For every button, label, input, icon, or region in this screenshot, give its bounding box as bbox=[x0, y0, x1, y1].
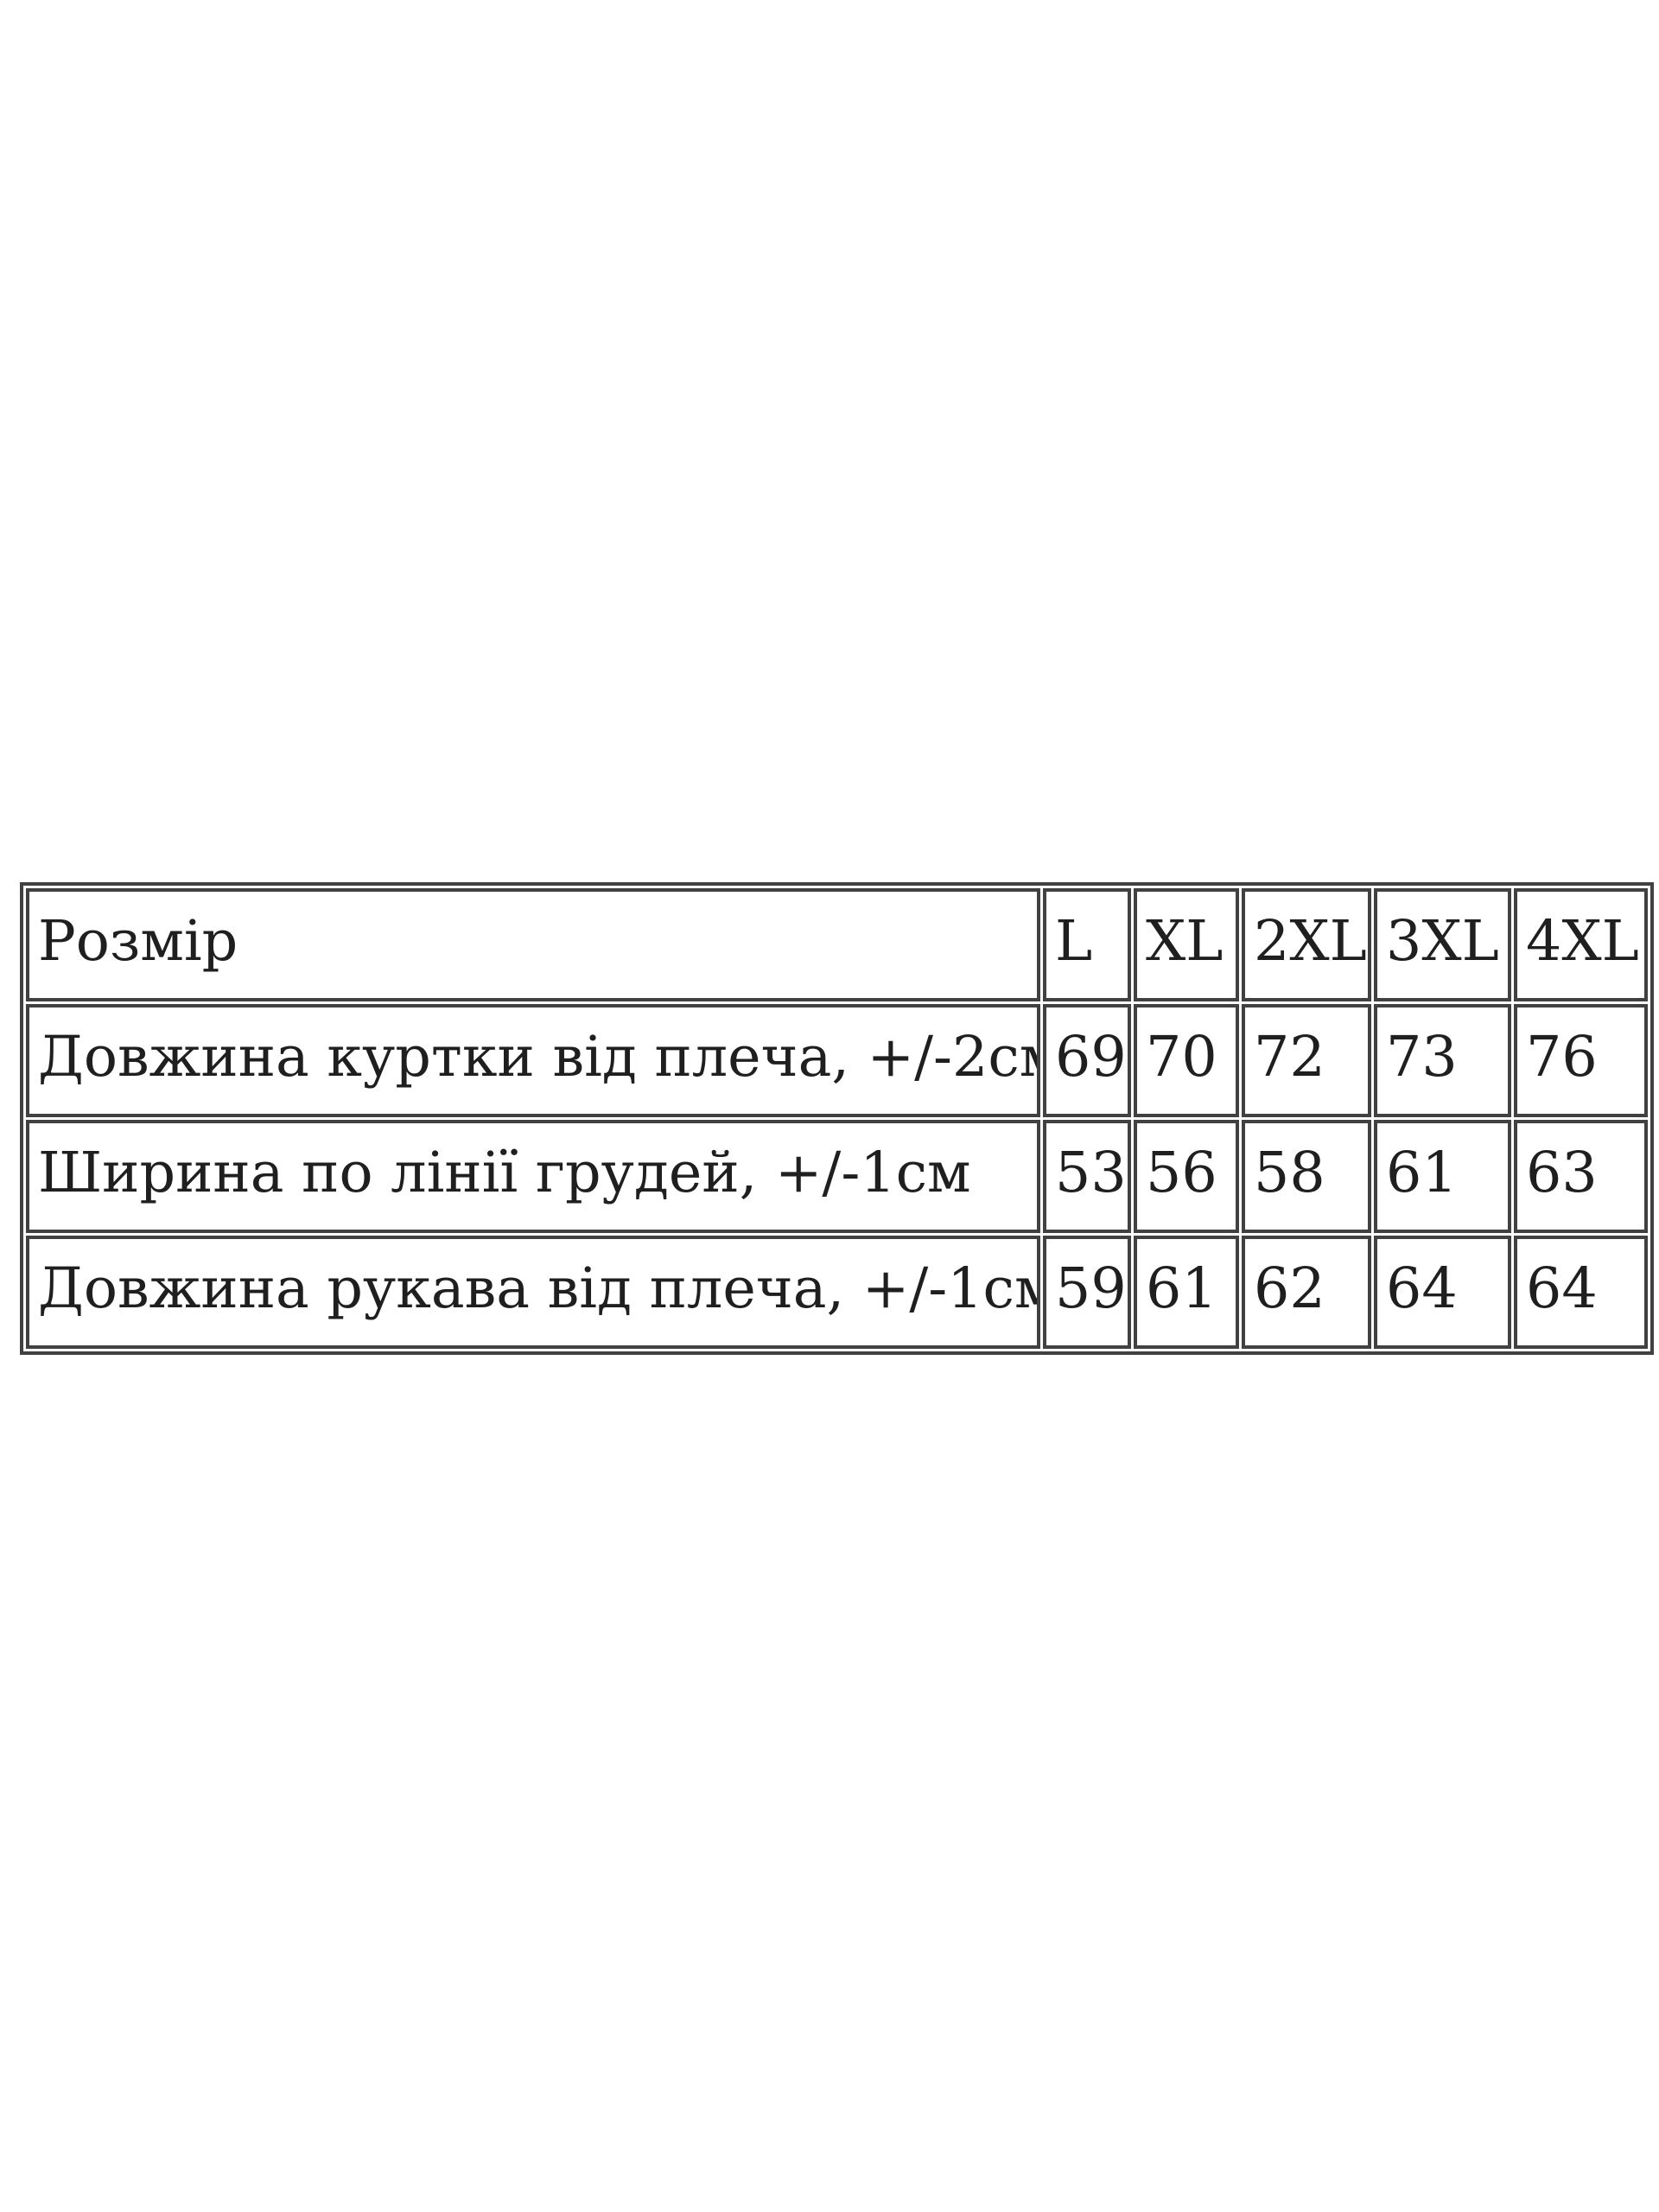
value-cell: 72 bbox=[1242, 1004, 1371, 1117]
value-cell: 53 bbox=[1043, 1120, 1131, 1233]
value-cell: 62 bbox=[1242, 1236, 1371, 1349]
header-size-3xl: 3XL bbox=[1374, 888, 1511, 1001]
row-label: Ширина по лінії грудей, +/-1см bbox=[26, 1120, 1040, 1233]
value-cell: 59 bbox=[1043, 1236, 1131, 1349]
value-cell: 69 bbox=[1043, 1004, 1131, 1117]
value-cell: 58 bbox=[1242, 1120, 1371, 1233]
value-cell: 61 bbox=[1374, 1120, 1511, 1233]
value-cell: 56 bbox=[1134, 1120, 1239, 1233]
header-metric-label: Розмір bbox=[26, 888, 1040, 1001]
value-cell: 64 bbox=[1374, 1236, 1511, 1349]
value-cell: 73 bbox=[1374, 1004, 1511, 1117]
header-row: Розмір L XL 2XL 3XL 4XL bbox=[26, 888, 1648, 1001]
row-label: Довжина рукава від плеча, +/-1см bbox=[26, 1236, 1040, 1349]
header-size-l: L bbox=[1043, 888, 1131, 1001]
size-chart-table: Розмір L XL 2XL 3XL 4XL Довжина куртки в… bbox=[20, 882, 1654, 1355]
value-cell: 63 bbox=[1514, 1120, 1648, 1233]
table-row-jacket-length: Довжина куртки від плеча, +/-2см 69 70 7… bbox=[26, 1004, 1648, 1117]
value-cell: 76 bbox=[1514, 1004, 1648, 1117]
table-row-sleeve-length: Довжина рукава від плеча, +/-1см 59 61 6… bbox=[26, 1236, 1648, 1349]
table-row-chest-width: Ширина по лінії грудей, +/-1см 53 56 58 … bbox=[26, 1120, 1648, 1233]
header-size-xl: XL bbox=[1134, 888, 1239, 1001]
row-label: Довжина куртки від плеча, +/-2см bbox=[26, 1004, 1040, 1117]
value-cell: 64 bbox=[1514, 1236, 1648, 1349]
value-cell: 61 bbox=[1134, 1236, 1239, 1349]
header-size-2xl: 2XL bbox=[1242, 888, 1371, 1001]
value-cell: 70 bbox=[1134, 1004, 1239, 1117]
header-size-4xl: 4XL bbox=[1514, 888, 1648, 1001]
